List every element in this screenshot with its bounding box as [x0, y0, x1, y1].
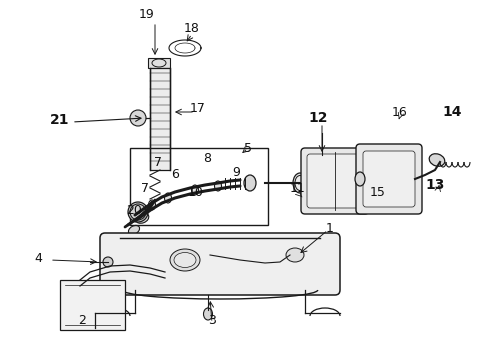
Polygon shape: [148, 58, 170, 68]
Text: 19: 19: [139, 9, 155, 22]
Text: 21: 21: [50, 113, 70, 127]
Circle shape: [128, 202, 148, 222]
Text: 20: 20: [126, 203, 142, 216]
Bar: [130, 148, 268, 225]
Text: 12: 12: [308, 111, 328, 125]
Ellipse shape: [165, 193, 172, 203]
Text: 9: 9: [232, 166, 240, 179]
Text: 3: 3: [208, 314, 216, 327]
Text: 5: 5: [244, 141, 252, 154]
FancyBboxPatch shape: [307, 154, 363, 208]
Text: 11: 11: [290, 181, 306, 194]
FancyBboxPatch shape: [100, 233, 340, 295]
Ellipse shape: [429, 154, 445, 166]
Text: 10: 10: [188, 185, 204, 198]
Text: 4: 4: [34, 252, 42, 265]
Bar: [60, 280, 125, 330]
Text: 14: 14: [442, 105, 462, 119]
Circle shape: [103, 257, 113, 267]
Ellipse shape: [135, 213, 149, 223]
Text: 13: 13: [425, 178, 445, 192]
Ellipse shape: [295, 175, 305, 190]
Text: 17: 17: [190, 102, 206, 114]
FancyBboxPatch shape: [356, 144, 422, 214]
Ellipse shape: [192, 185, 198, 195]
FancyBboxPatch shape: [363, 151, 415, 207]
Ellipse shape: [148, 200, 155, 210]
Text: 1: 1: [326, 221, 334, 234]
Ellipse shape: [174, 252, 196, 267]
Ellipse shape: [215, 181, 221, 191]
Circle shape: [130, 110, 146, 126]
Bar: [150, 68, 170, 170]
Text: 15: 15: [370, 185, 386, 198]
Text: 18: 18: [184, 22, 200, 35]
Text: 16: 16: [392, 105, 408, 118]
Text: 7: 7: [154, 156, 162, 168]
Ellipse shape: [203, 308, 213, 320]
Ellipse shape: [128, 225, 140, 235]
Ellipse shape: [286, 248, 304, 262]
Ellipse shape: [244, 175, 256, 191]
Text: 7: 7: [141, 181, 149, 194]
Text: 6: 6: [171, 168, 179, 181]
Text: 2: 2: [78, 314, 86, 327]
Text: 8: 8: [203, 152, 211, 165]
Ellipse shape: [355, 172, 365, 186]
Ellipse shape: [170, 249, 200, 271]
Ellipse shape: [293, 173, 307, 193]
FancyBboxPatch shape: [301, 148, 369, 214]
